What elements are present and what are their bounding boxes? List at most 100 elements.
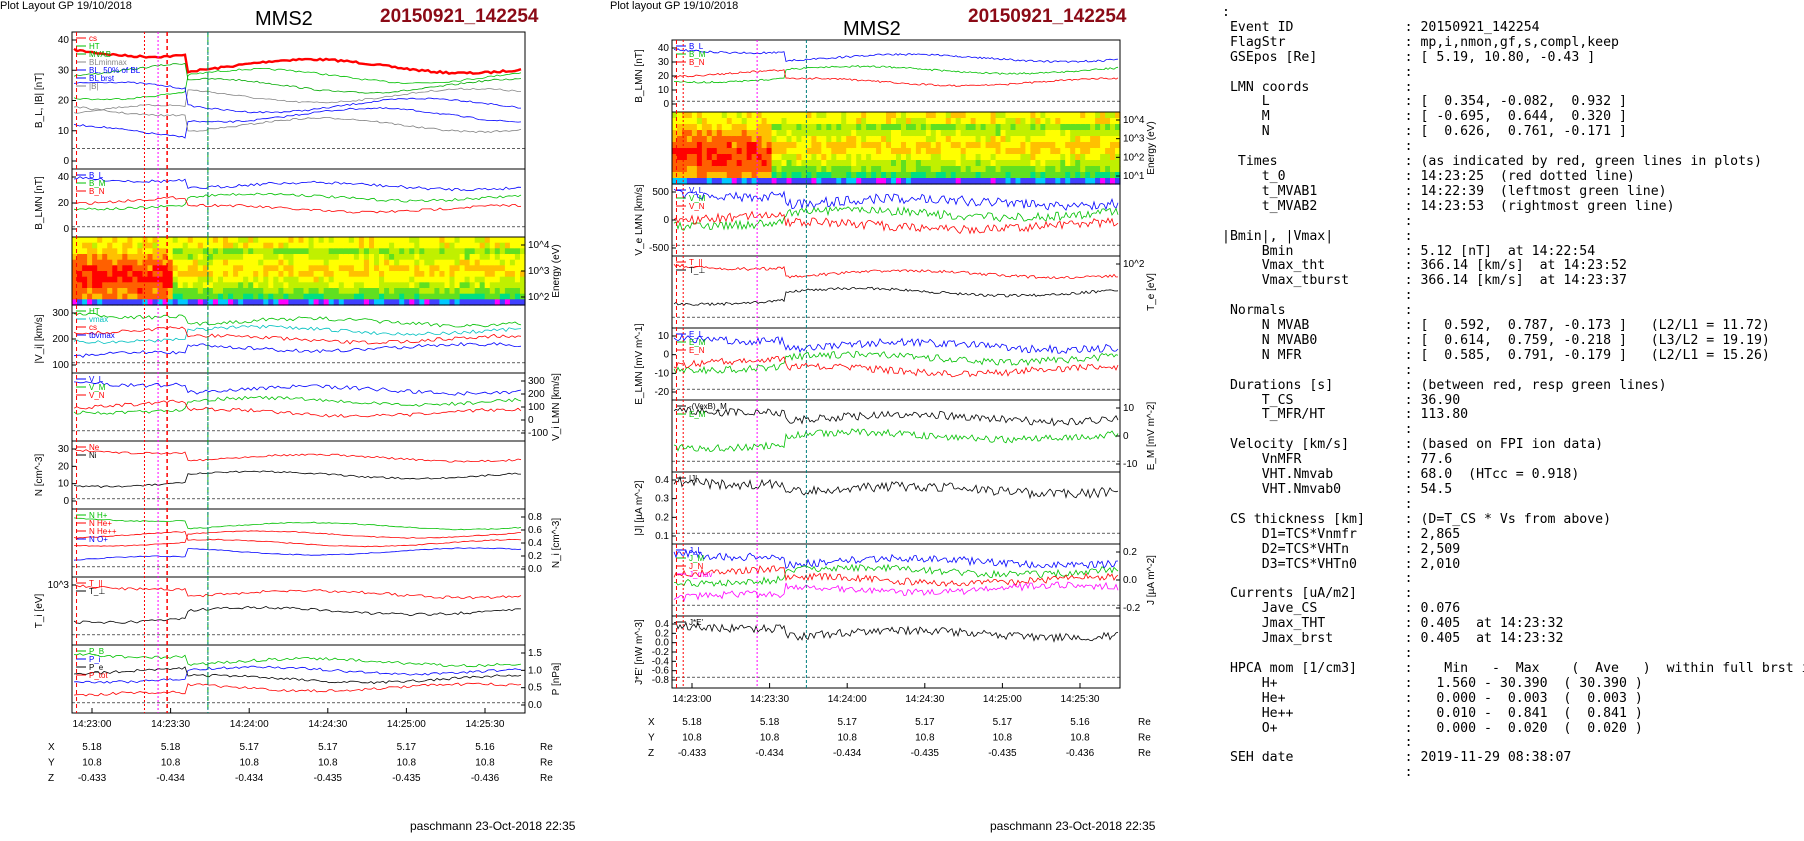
spectrogram-cell [379,293,385,300]
spectrogram-cell [741,142,748,149]
coord-unit: Re [1138,717,1151,728]
spectrogram-cell [212,242,219,249]
spectrogram-cell [394,288,400,295]
spectrogram-cell [333,276,340,283]
spectrogram-cell [940,178,947,185]
spectrogram-cell [192,237,199,244]
spectrogram-cell [771,118,778,125]
spectrogram-cell [273,237,279,244]
spectrogram-cell [1080,154,1086,161]
spectrogram-cell [1060,154,1066,161]
spectrogram-cell [112,299,118,306]
spectrogram-cell [841,112,847,119]
spectrogram-cell [218,293,224,300]
spectrogram-cell [409,265,415,272]
spectrogram-cell [273,288,279,295]
spectrogram-cell [343,293,350,300]
coord-value: 5.16 [475,742,495,753]
spectrogram-cell [107,299,113,306]
spectrogram-cell [218,282,224,289]
spectrogram-cell [92,288,98,295]
spectrogram-cell [228,299,234,306]
info-line: L : [ 0.354, -0.082, 0.932 ] [1222,94,1627,110]
spectrogram-cell [248,248,254,255]
spectrogram-cell [162,254,169,261]
legend-label: B_L [89,171,104,180]
spectrogram-cell [881,172,887,179]
spectrogram-cell [358,265,365,272]
spectrogram-cell [851,148,857,155]
spectrogram-cell [384,276,390,283]
spectrogram-cell [1045,142,1051,149]
spectrogram-cell [906,142,912,149]
y-tick-label: 0.2 [1123,547,1137,558]
info-line: N MVAB : [ 0.592, 0.787, -0.173 ] (L2/L1… [1222,318,1770,334]
spectrogram-cell [343,254,350,261]
spectrogram-cell [414,271,420,278]
y-tick-label: 0.4 [528,538,542,549]
spectrogram-cell [243,259,249,266]
spectrogram-cell [308,293,315,300]
y-tick-label: 40 [58,172,70,183]
spectrogram-cell [474,299,481,306]
spectrogram-cell [253,237,259,244]
spectrogram-cell [1085,130,1091,137]
spectrogram-cell [1030,136,1036,143]
spectrogram-cell [97,276,103,283]
spectrogram-cell [856,160,862,167]
spectrogram-cell [499,271,506,278]
spectrogram-cell [1065,118,1071,125]
spectrogram-cell [756,118,763,125]
spectrogram-cell [1085,166,1091,173]
spectrogram-cell [192,248,199,255]
spectrogram-cell [514,299,521,306]
spectrogram-cell [474,276,481,283]
spectrogram-cell [509,276,516,283]
spectrogram-cell [801,166,807,173]
spectrogram-cell [796,160,802,167]
spectrogram-cell [1100,154,1106,161]
y-tick-label: 300 [52,308,69,319]
spectrogram-cell [935,124,942,131]
spectrogram-cell [696,148,703,155]
spectrogram-cell [177,237,184,244]
spectrogram-cell [363,254,370,261]
legend-label: J_N [689,562,703,571]
spectrogram-cell [771,130,778,137]
spectrogram-cell [945,130,952,137]
spectrogram-cell [1090,142,1096,149]
coord-value: 10.8 [760,733,780,744]
spectrogram-cell [786,172,793,179]
spectrogram-cell [751,172,758,179]
y-tick-label: 40 [58,35,70,46]
spectrogram-cell [896,118,902,125]
spectrogram-cell [238,265,244,272]
spectrogram-cell [786,160,793,167]
spectrogram-cell [1105,142,1111,149]
coord-row-label: Y [648,733,655,744]
spectrogram-cell [132,276,138,283]
spectrogram-cell [343,299,350,306]
spectrogram-cell [248,299,254,306]
spectrogram-cell [323,254,330,261]
spectrogram-cell [876,142,882,149]
spectrogram-cell [1025,160,1031,167]
spectrogram-cell [696,160,703,167]
spectrogram-cell [278,237,284,244]
info-line: Velocity [km/s] : (based on FPI ion data… [1222,437,1604,453]
spectrogram-cell [801,172,807,179]
spectrogram-cell [960,142,967,149]
legend-label: J*E' [689,618,703,627]
spectrogram-cell [1080,124,1086,131]
spectrogram-cell [930,130,937,137]
spectrogram-cell [504,242,511,249]
spectrogram-cell [896,178,902,185]
spectrogram-cell [1110,142,1116,149]
spectrogram-cell [82,265,88,272]
spectrogram-cell [187,293,194,300]
spectrogram-cell [1090,166,1096,173]
spectrogram-cell [499,293,506,300]
spectrogram-cell [955,172,962,179]
spectrogram-cell [756,142,763,149]
